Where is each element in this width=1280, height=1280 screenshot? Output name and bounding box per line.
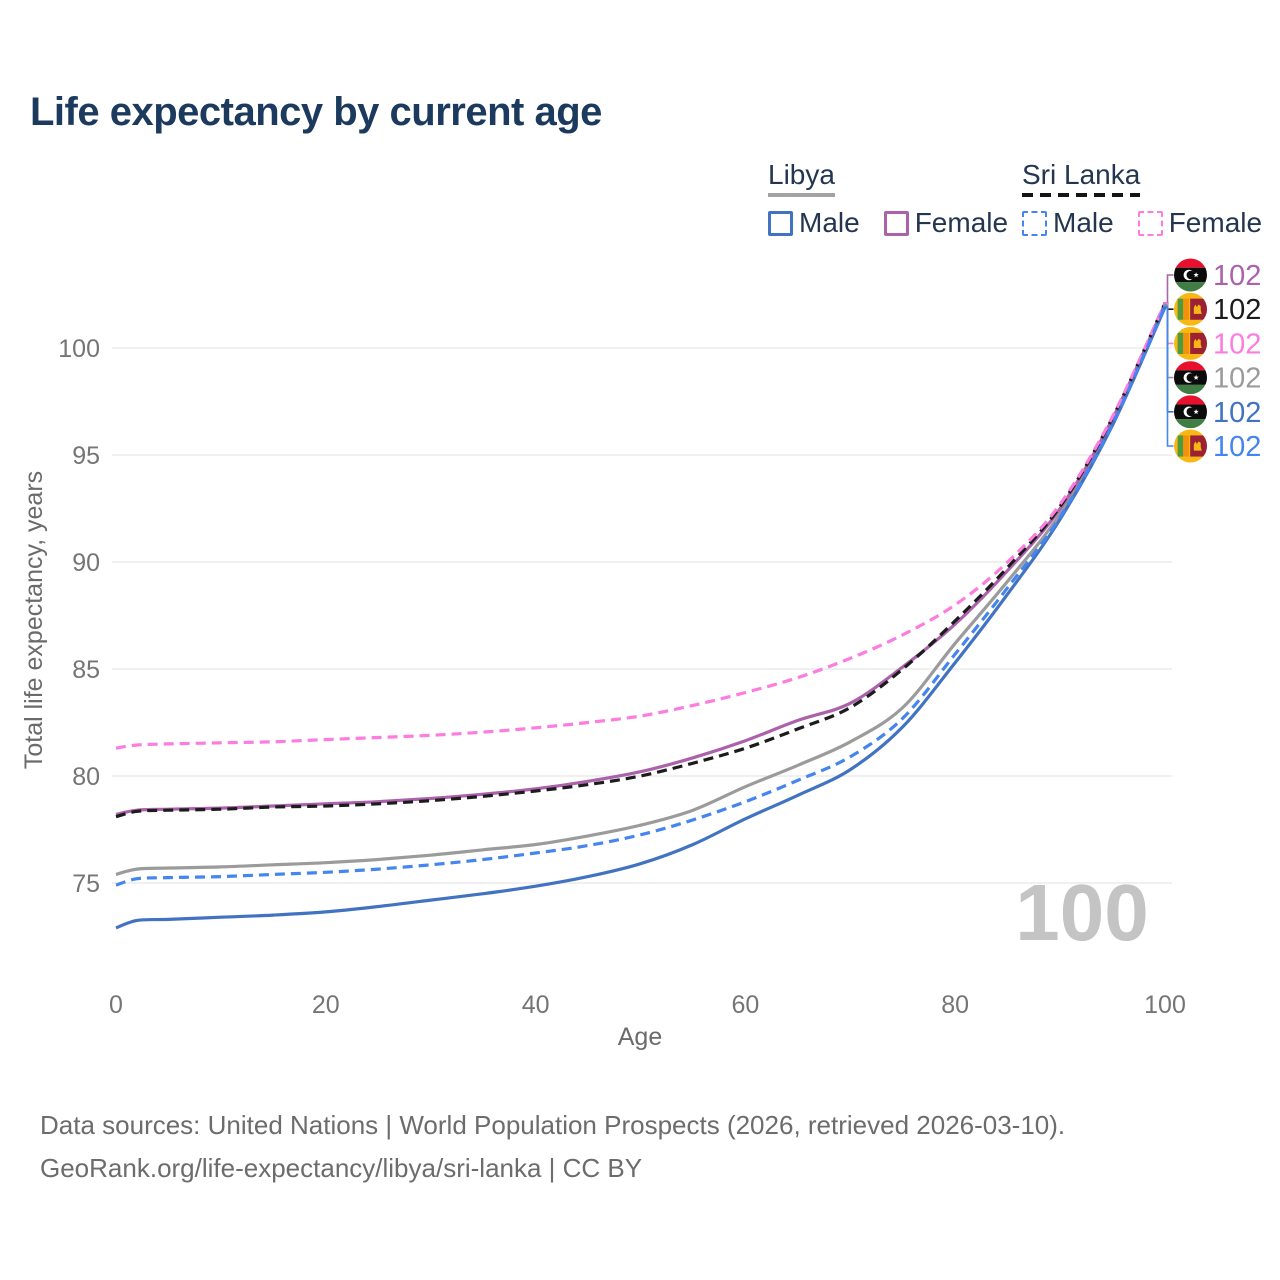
leader-line-sl_male <box>1163 305 1174 447</box>
life-expectancy-chart: 100 75 80 85 90 95 100 0 20 40 60 80 100 Age Total lif… <box>20 258 1261 1051</box>
libya-male-swatch <box>768 210 793 236</box>
libya-flag-icon <box>1174 361 1207 395</box>
legend-header-libya[interactable]: Libya <box>768 160 835 197</box>
legend-item-libya-male[interactable]: Male <box>768 207 860 239</box>
series-line-libya_total[interactable] <box>115 304 1167 876</box>
page-title: Life expectancy by current age <box>30 90 602 134</box>
y-tick-label: 85 <box>72 656 100 684</box>
series-line-sl_total[interactable] <box>115 302 1167 819</box>
end-value-label-libya_male: 102 <box>1213 397 1261 429</box>
sri-lanka-female-swatch <box>1137 210 1163 236</box>
chart-footer: Data sources: United Nations | World Pop… <box>40 1104 1065 1190</box>
y-tick-label: 90 <box>72 549 100 577</box>
sri-lanka-male-label: Male <box>1053 207 1114 238</box>
x-tick-label: 80 <box>941 991 969 1019</box>
y-tick-label: 80 <box>72 763 100 791</box>
end-value-label-libya_total: 102 <box>1213 363 1261 395</box>
y-axis-title: Total life expectancy, years <box>20 471 48 769</box>
x-tick-label: 100 <box>1144 991 1186 1019</box>
y-tick-label: 100 <box>58 335 100 363</box>
age-watermark: 100 <box>1015 868 1148 957</box>
end-value-label-sl_female: 102 <box>1213 328 1261 360</box>
series-line-sl_female[interactable] <box>115 302 1167 750</box>
libya-flag-icon <box>1174 258 1207 292</box>
end-value-label-sl_male: 102 <box>1213 431 1261 463</box>
sri-lanka-female-label: Female <box>1168 207 1263 238</box>
sri-lanka-flag-icon <box>1174 292 1207 326</box>
series-line-libya_female[interactable] <box>115 303 1167 817</box>
legend-group-sri-lanka: Sri Lanka Male Female <box>1022 160 1280 239</box>
legend-item-sri-lanka-female[interactable]: Female <box>1137 207 1263 239</box>
legend-label-libya[interactable]: Libya <box>768 159 835 190</box>
y-tick-label: 75 <box>72 870 100 898</box>
x-tick-label: 40 <box>522 991 550 1019</box>
data-sources-line: Data sources: United Nations | World Pop… <box>40 1110 1066 1140</box>
sri-lanka-dashed-line-swatch <box>1022 193 1141 197</box>
sri-lanka-male-swatch <box>1022 210 1047 236</box>
end-value-label-sl_total: 102 <box>1213 294 1261 326</box>
sri-lanka-flag-icon <box>1174 429 1207 463</box>
libya-solid-line-swatch <box>768 193 835 197</box>
series-line-libya_male[interactable] <box>115 306 1167 930</box>
legend-header-sri-lanka[interactable]: Sri Lanka <box>1022 159 1141 197</box>
x-tick-label: 60 <box>731 991 759 1019</box>
sri-lanka-flag-icon <box>1174 326 1207 360</box>
libya-flag-icon <box>1174 395 1207 429</box>
legend-label-sri-lanka[interactable]: Sri Lanka <box>1022 159 1141 190</box>
attribution-line: GeoRank.org/life-expectancy/libya/sri-la… <box>40 1153 643 1183</box>
libya-female-label: Female <box>914 207 1009 238</box>
x-tick-label: 0 <box>109 991 123 1019</box>
leader-line-libya_female <box>1163 274 1174 305</box>
legend-item-libya-female[interactable]: Female <box>883 207 1009 239</box>
y-tick-label: 95 <box>72 442 100 470</box>
x-axis-title: Age <box>618 1023 662 1051</box>
x-tick-label: 20 <box>312 991 340 1019</box>
end-value-label-libya_female: 102 <box>1213 260 1261 292</box>
legend-group-libya: Libya Male Female <box>768 160 1032 239</box>
series-line-sl_male[interactable] <box>115 305 1167 887</box>
libya-female-swatch <box>883 210 909 236</box>
legend-item-sri-lanka-male[interactable]: Male <box>1022 207 1114 239</box>
libya-male-label: Male <box>799 207 860 238</box>
